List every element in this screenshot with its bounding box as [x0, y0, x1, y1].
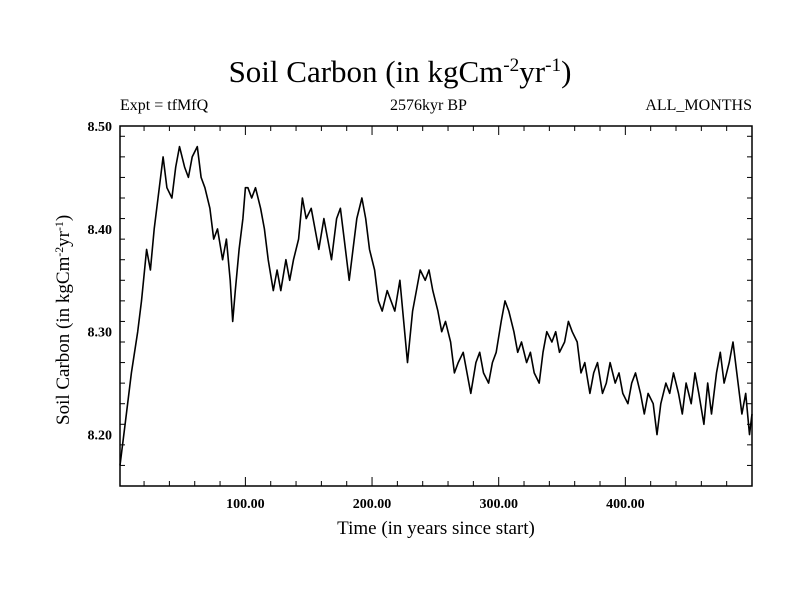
months-label: ALL_MONTHS	[645, 97, 752, 114]
x-axis-label: Time (in years since start)	[337, 518, 535, 539]
y-tick-label: 8.30	[88, 326, 113, 341]
x-tick-label: 400.00	[606, 497, 645, 512]
period-label: 2576kyr BP	[390, 97, 467, 114]
x-tick-label: 300.00	[479, 497, 518, 512]
y-tick-label: 8.20	[88, 429, 113, 444]
chart-title: Soil Carbon (in kgCm-2yr-1)	[228, 54, 572, 89]
y-axis-label: Soil Carbon (in kgCm-2yr-1)	[52, 214, 74, 425]
data-line-series-0	[119, 145, 753, 466]
x-tick-label: 200.00	[353, 497, 392, 512]
y-tick-label: 8.50	[88, 120, 113, 135]
plot-frame	[119, 125, 753, 487]
y-tick-label: 8.40	[88, 223, 113, 238]
x-tick-label: 100.00	[226, 497, 265, 512]
experiment-label: Expt = tfMfQ	[120, 97, 209, 114]
